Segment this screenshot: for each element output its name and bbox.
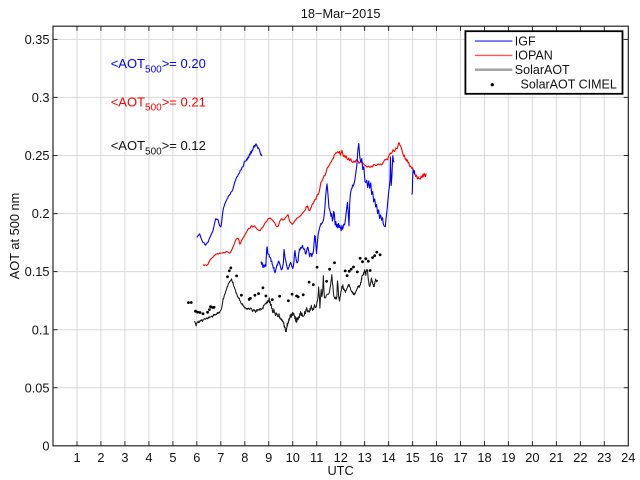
svg-text:7: 7	[217, 450, 224, 465]
svg-text:13: 13	[357, 450, 371, 465]
svg-text:0.35: 0.35	[25, 32, 50, 47]
svg-text:UTC: UTC	[327, 463, 353, 478]
svg-text:4: 4	[145, 450, 152, 465]
svg-text:20: 20	[525, 450, 539, 465]
svg-text:23: 23	[597, 450, 611, 465]
svg-text:0.2: 0.2	[32, 206, 50, 221]
svg-text:17: 17	[453, 450, 467, 465]
svg-text:<AOT500>= 0.20: <AOT500>= 0.20	[111, 56, 206, 75]
svg-text:12: 12	[334, 450, 348, 465]
svg-text:18: 18	[477, 450, 491, 465]
svg-text:0.15: 0.15	[25, 264, 50, 279]
svg-text:IOPAN: IOPAN	[515, 49, 553, 63]
svg-text:5: 5	[169, 450, 176, 465]
svg-text:AOT at 500 nm: AOT at 500 nm	[7, 193, 22, 280]
svg-text:3: 3	[121, 450, 128, 465]
svg-text:1: 1	[73, 450, 80, 465]
svg-text:16: 16	[429, 450, 443, 465]
svg-text:21: 21	[549, 450, 563, 465]
svg-text:22: 22	[573, 450, 587, 465]
svg-text:SolarAOT CIMEL: SolarAOT CIMEL	[521, 77, 617, 91]
svg-text:0.05: 0.05	[25, 380, 50, 395]
svg-text:10: 10	[286, 450, 300, 465]
svg-text:SolarAOT: SolarAOT	[515, 63, 570, 77]
svg-text:<AOT500>= 0.12: <AOT500>= 0.12	[111, 138, 206, 157]
svg-text:8: 8	[241, 450, 248, 465]
svg-text:15: 15	[405, 450, 419, 465]
svg-text:19: 19	[501, 450, 515, 465]
svg-text:2: 2	[97, 450, 104, 465]
svg-text:11: 11	[310, 450, 323, 465]
svg-text:0.25: 0.25	[25, 148, 50, 163]
svg-text:IGF: IGF	[515, 34, 536, 48]
svg-text:24: 24	[621, 450, 635, 465]
svg-text:0.3: 0.3	[32, 90, 50, 105]
svg-text:18−Mar−2015: 18−Mar−2015	[301, 6, 381, 21]
svg-text:14: 14	[381, 450, 395, 465]
svg-text:0: 0	[42, 438, 49, 453]
svg-text:9: 9	[265, 450, 272, 465]
svg-text:<AOT500>= 0.21: <AOT500>= 0.21	[111, 94, 206, 113]
svg-text:6: 6	[193, 450, 200, 465]
svg-text:0.1: 0.1	[32, 322, 50, 337]
